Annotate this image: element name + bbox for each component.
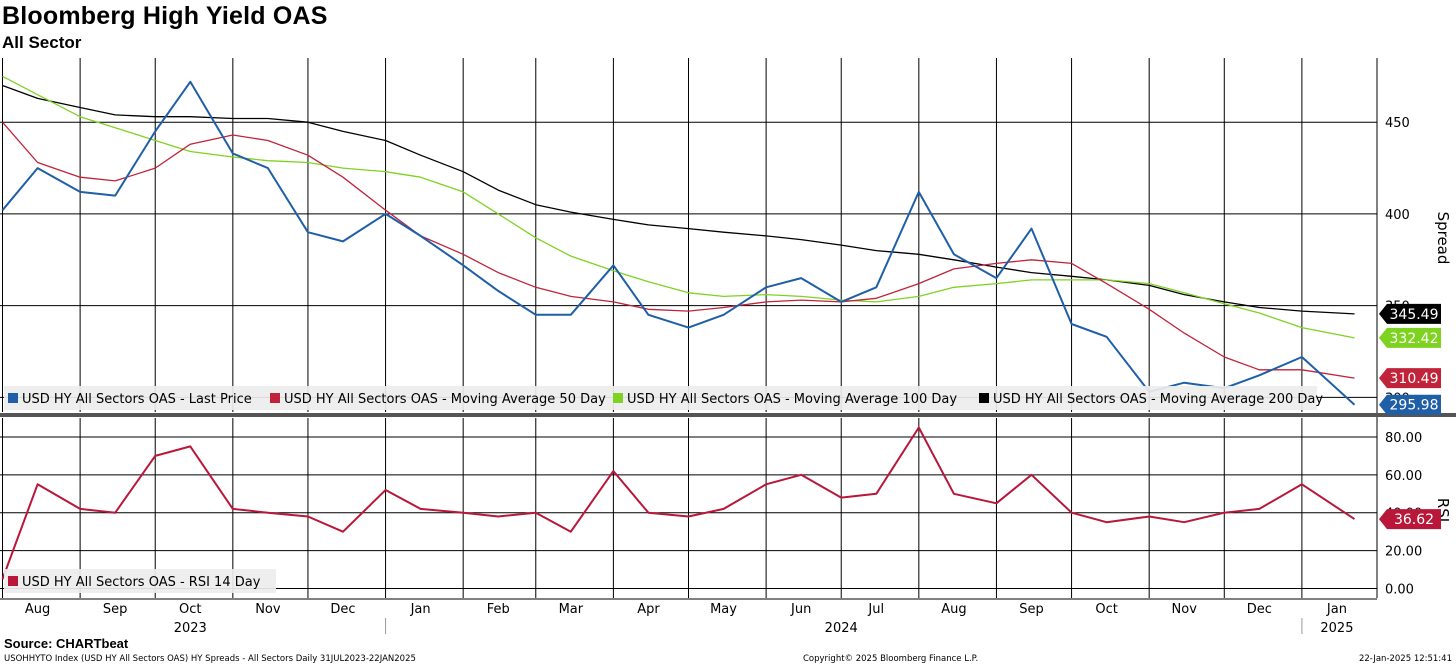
x-tick-label: Jul bbox=[867, 602, 884, 617]
x-year-label: 2024 bbox=[825, 621, 858, 636]
legend-box bbox=[4, 569, 276, 593]
x-tick-label: Mar bbox=[559, 602, 584, 617]
spread-panel: 450400350300Spread345.49332.42310.49295.… bbox=[0, 58, 1456, 598]
x-tick-label: Sep bbox=[1019, 602, 1044, 617]
legend-swatch bbox=[270, 393, 280, 403]
x-tick-label: Aug bbox=[25, 602, 50, 617]
x-tick-label: Feb bbox=[487, 602, 510, 617]
copyright: Copyright© 2025 Bloomberg Finance L.P. bbox=[803, 654, 979, 664]
legend-swatch bbox=[8, 576, 18, 586]
series-line bbox=[1, 426, 1356, 580]
x-tick-label: Oct bbox=[1095, 602, 1117, 617]
x-tick-label: Jan bbox=[410, 602, 431, 617]
legend-label: USD HY All Sectors OAS - Moving Average … bbox=[627, 392, 957, 407]
y-tick-label: 20.00 bbox=[1385, 545, 1422, 560]
x-tick-label: Dec bbox=[1247, 602, 1272, 617]
x-tick-label: Apr bbox=[637, 602, 660, 617]
chart-title: Bloomberg High Yield OAS bbox=[2, 2, 328, 30]
last-value-badge bbox=[1379, 368, 1441, 389]
x-tick-label: Sep bbox=[103, 602, 128, 617]
x-tick-label: Nov bbox=[255, 602, 281, 617]
x-tick-label: Oct bbox=[179, 602, 201, 617]
x-year-label: 2023 bbox=[174, 621, 207, 636]
series-line bbox=[2, 75, 1355, 339]
x-tick-label: Dec bbox=[330, 602, 355, 617]
last-value-label: 345.49 bbox=[1390, 307, 1439, 323]
legend-label: USD HY All Sectors OAS - RSI 14 Day bbox=[22, 575, 261, 590]
last-value-badge bbox=[1379, 394, 1441, 415]
x-year-label: 2025 bbox=[1320, 621, 1353, 636]
last-value-badge bbox=[1379, 327, 1441, 348]
legend-swatch bbox=[8, 393, 18, 403]
x-tick-label: May bbox=[710, 602, 737, 617]
series-line bbox=[1, 80, 1356, 406]
y-tick-label: 0.00 bbox=[1385, 583, 1414, 598]
panel-divider bbox=[0, 413, 1456, 417]
source-note: Source: CHARTbeat bbox=[4, 636, 129, 651]
legend-swatch bbox=[979, 393, 989, 403]
index-info: USOHHYTO Index (USD HY All Sectors OAS) … bbox=[4, 654, 416, 664]
last-value-label: 310.49 bbox=[1390, 371, 1439, 387]
last-value-badge bbox=[1379, 509, 1441, 530]
x-tick-label: Jun bbox=[790, 602, 811, 617]
last-value-label: 295.98 bbox=[1390, 398, 1439, 414]
legend-label: USD HY All Sectors OAS - Moving Average … bbox=[993, 392, 1323, 407]
series-line bbox=[2, 84, 1355, 315]
time-axis: Aug Sep Oct Nov Dec Jan Feb Mar Apr May Jun Jul Aug S… bbox=[25, 602, 1354, 636]
y-tick-label: 80.00 bbox=[1385, 431, 1422, 446]
legend-swatch bbox=[613, 393, 623, 403]
timestamp: 22-Jan-2025 12:51:41 bbox=[1358, 654, 1452, 664]
y-tick-label: 60.00 bbox=[1385, 469, 1422, 484]
y-tick-label: 450 bbox=[1385, 116, 1410, 131]
x-tick-label: Aug bbox=[941, 602, 966, 617]
series-line bbox=[2, 121, 1355, 379]
last-value-label: 332.42 bbox=[1390, 331, 1439, 347]
last-value-label: 36.62 bbox=[1394, 512, 1434, 528]
chart-subtitle: All Sector bbox=[2, 33, 82, 52]
x-tick-label: Nov bbox=[1172, 602, 1198, 617]
legend-box bbox=[4, 386, 1317, 410]
x-tick-label: Jan bbox=[1326, 602, 1347, 617]
legend-label: USD HY All Sectors OAS - Moving Average … bbox=[284, 392, 606, 407]
legend-label: USD HY All Sectors OAS - Last Price bbox=[22, 392, 252, 407]
last-value-badge bbox=[1379, 303, 1441, 324]
y-tick-label: 400 bbox=[1385, 208, 1410, 223]
y-axis-title: Spread bbox=[1434, 212, 1452, 265]
